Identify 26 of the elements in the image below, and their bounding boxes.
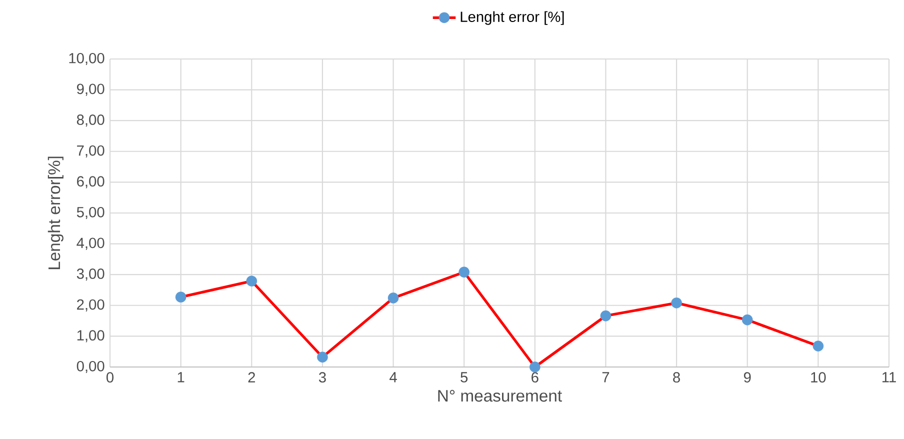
y-tick-label: 8,00 <box>76 114 104 127</box>
y-tick-label: 5,00 <box>76 206 104 220</box>
x-tick-label: 0 <box>106 372 114 383</box>
y-tick-label: 9,00 <box>77 84 104 96</box>
y-tick-label: 6,00 <box>77 176 104 188</box>
x-tick-label: 6 <box>532 372 538 383</box>
y-tick-label: 2,00 <box>77 299 104 312</box>
x-tick-label: 2 <box>248 372 255 382</box>
y-tick-label: 1,00 <box>77 330 104 342</box>
x-tick-label: 5 <box>460 372 468 382</box>
x-tick-label: 11 <box>882 372 896 382</box>
legend-label: Lenght error [%] <box>460 11 564 25</box>
x-tick-label: 4 <box>390 372 397 382</box>
x-tick-label: 9 <box>744 372 751 383</box>
x-tick-label: 3 <box>318 372 326 383</box>
x-tick-label: 10 <box>811 372 826 383</box>
x-tick-label: 7 <box>602 372 610 382</box>
x-axis-title: N° measurement <box>438 390 562 402</box>
y-tick-label: 4,00 <box>76 238 104 250</box>
x-tick-label: 8 <box>673 372 680 383</box>
y-tick-label: 3,00 <box>76 268 104 281</box>
y-axis-title: Lenght error[%] <box>48 156 64 270</box>
y-tick-label: 7,00 <box>77 145 104 158</box>
x-tick-label: 1 <box>178 372 184 382</box>
y-tick-label: 10,00 <box>69 52 104 66</box>
y-tick-label: 0,00 <box>76 360 104 374</box>
